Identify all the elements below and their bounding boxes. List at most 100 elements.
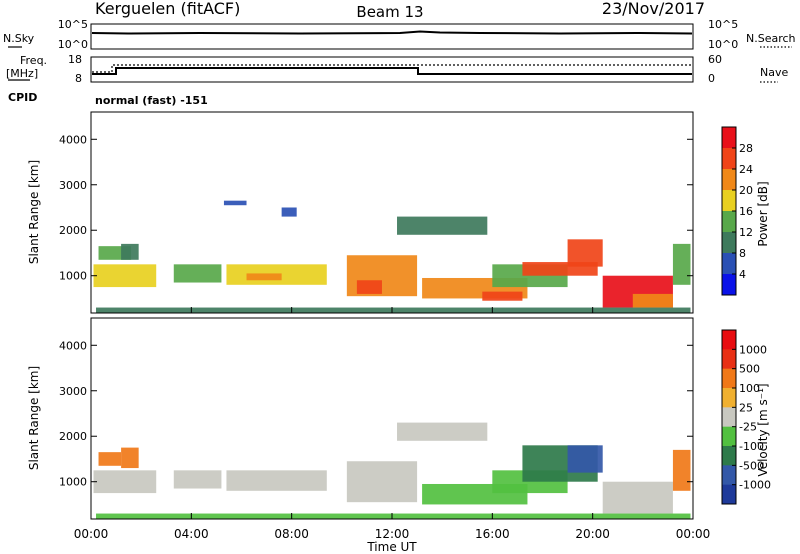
y-tick-label: 1000: [59, 270, 87, 283]
beam-title: Beam 13: [356, 3, 423, 21]
power-colorbar-label: Power [dB]: [756, 181, 770, 246]
colorbar-swatch: [722, 232, 736, 254]
colorbar-frame: [721, 329, 737, 505]
colorbar-swatch: [722, 407, 736, 428]
velocity-cell: [567, 445, 603, 473]
power-cell: [482, 291, 523, 301]
colorbar-swatch: [722, 330, 736, 350]
power-cell: [567, 239, 603, 267]
power-cell: [121, 243, 139, 260]
nsky-label: N.Sky: [3, 32, 35, 45]
colorbar-swatch: [722, 169, 736, 191]
y-tick-label: 1000: [59, 476, 87, 489]
nsky-series-line: [91, 30, 693, 35]
nsky-tick-low: 10^0: [58, 38, 88, 51]
freq-tick-low: 8: [75, 72, 82, 85]
power-cell: [672, 243, 691, 285]
colorbar-tick-label: -25: [739, 421, 757, 434]
velocity-cell: [98, 452, 122, 466]
nsearch-tick-high: 10^5: [708, 18, 738, 31]
colorbar-tick-label: 4: [739, 268, 746, 281]
y-tick-label: 4000: [59, 133, 87, 146]
velocity-cell: [346, 461, 418, 503]
power-cell: [93, 264, 157, 288]
power-cell: [632, 293, 673, 308]
freq-tick-high: 18: [68, 53, 82, 66]
power-ylabel: Slant Range [km]: [27, 160, 41, 264]
colorbar-tick-label: -500: [739, 459, 764, 472]
power-panel: 4000 3000 2000 1000 Slant Range [km]: [27, 111, 694, 314]
colorbar-swatch: [722, 127, 736, 149]
nave-tick-high: 60: [708, 53, 722, 66]
x-tick-label: 00:00: [74, 527, 109, 541]
cpid-label: CPID: [8, 91, 37, 104]
colorbar-tick-label: -1000: [739, 479, 771, 492]
velocity-y-axis: 4000 3000 2000 1000: [59, 339, 693, 489]
colorbar-swatch: [722, 274, 736, 296]
x-tick-label: 08:00: [274, 527, 309, 541]
colorbar-swatch: [722, 368, 736, 389]
x-tick-label: 16:00: [475, 527, 510, 541]
velocity-ylabel: Slant Range [km]: [27, 366, 41, 470]
colorbar-tick-label: 12: [739, 226, 753, 239]
nsky-panel: N.Sky 10^5 10^0 10^5 10^0 N.Search: [3, 18, 796, 51]
colorbar-tick-label: 20: [739, 184, 753, 197]
x-tick-label: 20:00: [575, 527, 610, 541]
freq-frame: [90, 56, 694, 83]
velocity-cell: [96, 513, 691, 519]
nsky-tick-high: 10^5: [58, 18, 88, 31]
colorbar-tick-label: 28: [739, 142, 753, 155]
nave-series-line: [92, 64, 692, 73]
y-tick-label: 3000: [59, 179, 87, 192]
x-tick-label: 00:00: [676, 527, 711, 541]
freq-label-1: Freq.: [20, 54, 47, 67]
power-cell: [96, 307, 691, 313]
power-cells: [93, 200, 691, 313]
y-tick-label: 3000: [59, 385, 87, 398]
nsearch-tick-low: 10^0: [708, 38, 738, 51]
velocity-cell: [397, 422, 488, 441]
power-cell: [223, 200, 247, 206]
colorbar-swatch: [722, 253, 736, 275]
nave-tick-low: 0: [708, 72, 715, 85]
velocity-cell: [602, 481, 673, 514]
y-tick-label: 2000: [59, 224, 87, 237]
freq-panel: Freq. [MHz] 18 8 60 0 Nave: [6, 53, 788, 85]
colorbar-swatch: [722, 484, 736, 505]
colorbar-swatch: [722, 349, 736, 370]
power-cell: [397, 216, 488, 235]
power-cell: [281, 207, 297, 217]
velocity-cell: [173, 470, 222, 489]
time-xlabel: Time UT: [366, 540, 417, 554]
colorbar-tick-label: 25: [739, 401, 753, 414]
colorbar-swatch: [722, 465, 736, 486]
velocity-cell: [672, 449, 691, 491]
nsearch-label: N.Search: [746, 32, 796, 45]
colorbar-swatch: [722, 446, 736, 466]
power-y-axis: 4000 3000 2000 1000: [59, 133, 693, 283]
colorbar-swatch: [722, 388, 736, 408]
freq-series-line: [92, 67, 692, 75]
velocity-colorbar-label: Velocity [m s⁻¹]: [756, 383, 770, 476]
colorbar-swatch: [722, 190, 736, 212]
x-tick-label: 12:00: [375, 527, 410, 541]
colorbar-tick-label: 100: [739, 382, 760, 395]
date-title: 23/Nov/2017: [602, 0, 705, 18]
power-cell: [246, 273, 282, 281]
colorbar-tick-label: -100: [739, 440, 764, 453]
time-x-axis: 00:00 04:00 08:00 12:00 16:00 20:00 00:00: [74, 307, 711, 541]
colorbar-swatch: [722, 426, 736, 447]
freq-label-2: [MHz]: [6, 67, 38, 80]
cpid-text: normal (fast) -151: [95, 94, 208, 107]
velocity-cell: [226, 470, 327, 491]
velocity-cells: [93, 422, 691, 519]
colorbar-swatch: [722, 211, 736, 233]
power-colorbar: 28 24 20 16 12 8 4: [721, 126, 753, 296]
colorbar-tick-label: 24: [739, 163, 753, 176]
colorbar-swatch: [722, 148, 736, 170]
velocity-colorbar: 1000 500 100 25 -25 -100 -500 -1000: [721, 329, 771, 505]
colorbar-tick-label: 16: [739, 205, 753, 218]
velocity-cell: [93, 470, 157, 494]
